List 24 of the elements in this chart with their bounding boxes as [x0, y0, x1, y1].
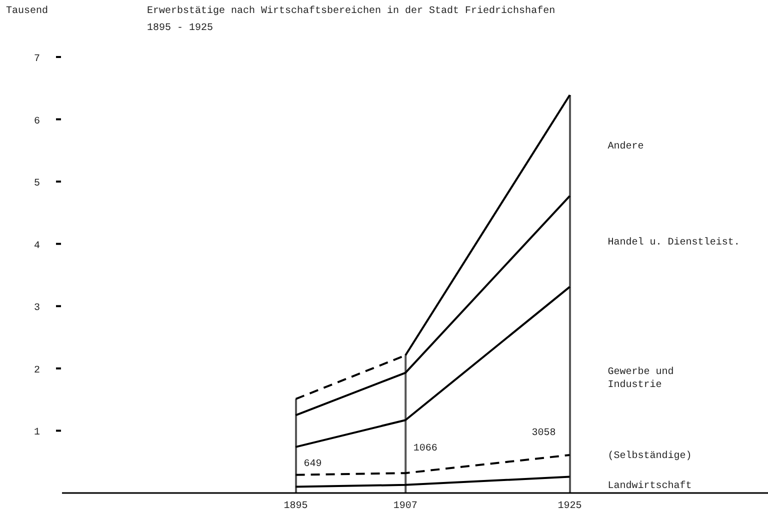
bar [569, 94, 572, 493]
bar [404, 355, 407, 493]
x-tick-label: 1895 [284, 501, 308, 512]
chart-title: Erwerbstätige nach Wirtschaftsbereichen in der Stadt Friedrichshafen [147, 6, 556, 17]
text: Andere [608, 140, 644, 152]
y-tick-label: 4 [34, 240, 40, 252]
x-tick-label: 1925 [558, 501, 582, 512]
y-tick-label: 2 [34, 365, 40, 376]
text: Gewerbe und Industrie [608, 366, 674, 391]
y-axis-title: Tausend [6, 6, 48, 17]
annotation: 649 [304, 459, 322, 470]
annotation: 1066 [413, 444, 438, 454]
y-tick-label: 7 [34, 54, 40, 65]
text: Handel u. Dienstleist. [608, 236, 740, 248]
y-tick-label: 3 [34, 303, 40, 314]
text: Landwirtschaft [608, 480, 692, 492]
annotation: 3058 [532, 428, 556, 439]
y-tick-label: 6 [34, 116, 40, 128]
y-tick-label: 1 [34, 428, 40, 439]
chart-subtitle: 1895 - 1925 [147, 23, 214, 34]
y-tick-label: 5 [34, 178, 40, 190]
text: (Selbständige) [608, 450, 692, 462]
bar [295, 398, 298, 493]
x-tick-label: 1907 [393, 501, 418, 512]
